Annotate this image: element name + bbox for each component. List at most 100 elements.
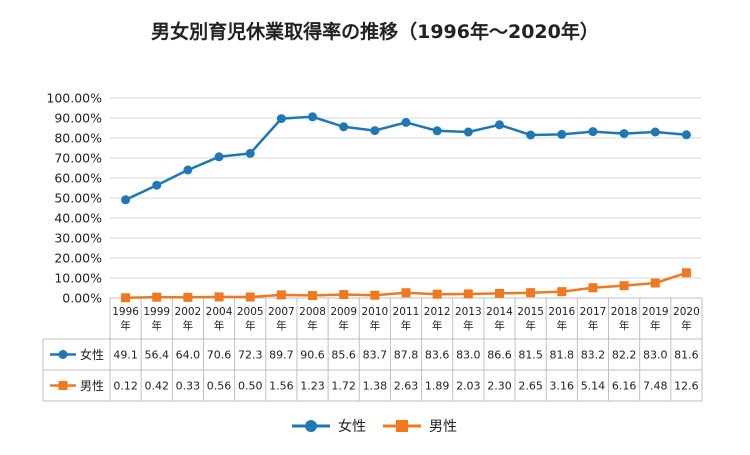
data-point — [588, 283, 598, 293]
x-tick-label: 2007 年 — [268, 306, 295, 332]
table-cell: 83.6 — [425, 349, 450, 362]
data-point — [650, 127, 660, 137]
table-cell: 6.16 — [612, 380, 637, 393]
data-point — [308, 291, 318, 301]
x-tick-label: 2008 年 — [299, 306, 326, 332]
table-cell: 1.38 — [363, 380, 388, 393]
data-point — [214, 292, 224, 302]
x-tick-label: 1999 年 — [143, 306, 170, 332]
table-cell: 3.16 — [550, 380, 575, 393]
table-cell: 1.72 — [331, 380, 356, 393]
table-cell: 81.5 — [518, 349, 543, 362]
data-point — [557, 287, 567, 297]
table-cell: 1.23 — [300, 380, 325, 393]
legend-marker — [305, 420, 317, 432]
x-tick-label: 1996 年 — [112, 306, 139, 332]
data-point — [526, 130, 536, 140]
data-point — [245, 148, 255, 158]
data-point — [681, 130, 691, 140]
table-cell: 81.6 — [674, 349, 699, 362]
table-row-label: 女性 — [80, 347, 104, 362]
table-cell: 1.56 — [269, 380, 294, 393]
legend: 女性 男性 — [292, 418, 457, 435]
x-tick-label: 2009 年 — [330, 306, 357, 332]
table-cell: 81.8 — [550, 349, 575, 362]
data-point — [308, 112, 318, 122]
table-cell: 2.03 — [456, 380, 481, 393]
table-cell: 1.89 — [425, 380, 450, 393]
table-cell: 64.0 — [176, 349, 201, 362]
table-cell: 2.30 — [487, 380, 512, 393]
y-tick-label: 70.00% — [54, 151, 102, 166]
table-cell: 0.12 — [113, 380, 138, 393]
data-point — [183, 165, 193, 175]
grid — [110, 97, 702, 299]
x-tick-label: 2011 年 — [393, 306, 420, 332]
y-tick-label: 0.00% — [62, 291, 102, 306]
table-cell: 5.14 — [581, 380, 606, 393]
data-point — [619, 129, 629, 139]
series-lines — [121, 112, 691, 303]
data-point — [681, 268, 691, 278]
data-point — [619, 281, 629, 291]
table-cell: 82.2 — [612, 349, 637, 362]
table-cell: 83.0 — [643, 349, 668, 362]
data-point — [214, 152, 224, 162]
table-cell: 7.48 — [643, 380, 668, 393]
y-tick-label: 20.00% — [54, 251, 102, 266]
table-cell: 72.3 — [238, 349, 263, 362]
legend-label: 男性 — [429, 419, 457, 435]
x-tick-label: 2015 年 — [517, 306, 544, 332]
data-point — [401, 288, 411, 298]
y-axis: 0.00% 10.00% 20.00% 30.00% 40.00% 50.00% 60.00… — [46, 91, 102, 306]
y-tick-label: 100.00% — [46, 91, 102, 106]
table-cell: 56.4 — [144, 349, 169, 362]
x-tick-label: 2018 年 — [611, 306, 638, 332]
y-tick-label: 40.00% — [54, 211, 102, 226]
data-point — [401, 117, 411, 127]
table-cell: 83.0 — [456, 349, 481, 362]
data-point — [588, 127, 598, 137]
data-point — [557, 129, 567, 139]
x-tick-label: 2017 年 — [580, 306, 607, 332]
data-point — [339, 122, 349, 132]
data-point — [276, 290, 286, 300]
x-tick-label: 2013 年 — [455, 306, 482, 332]
y-tick-label: 80.00% — [54, 131, 102, 146]
data-point — [650, 278, 660, 288]
data-point — [245, 292, 255, 302]
table-cell: 49.1 — [113, 349, 138, 362]
x-tick-label: 2010 年 — [361, 306, 388, 332]
y-tick-label: 10.00% — [54, 271, 102, 286]
data-point — [370, 290, 380, 300]
table-cell: 0.50 — [238, 380, 263, 393]
chart-title: 男女別育児休業取得率の推移（1996年～2020年） — [151, 20, 599, 43]
data-point — [276, 114, 286, 124]
data-point — [526, 288, 536, 298]
y-tick-label: 90.00% — [54, 111, 102, 126]
y-tick-label: 30.00% — [54, 231, 102, 246]
legend-label: 女性 — [338, 418, 366, 435]
table-cell: 0.42 — [144, 380, 169, 393]
x-tick-label: 2002 年 — [175, 306, 202, 332]
data-point — [152, 180, 162, 190]
table-cell: 85.6 — [331, 349, 356, 362]
data-point — [463, 127, 473, 137]
legend-marker — [396, 420, 408, 432]
x-tick-label: 2005 年 — [237, 306, 264, 332]
y-tick-label: 60.00% — [54, 171, 102, 186]
table-cell: 2.63 — [394, 380, 419, 393]
table-key-marker — [58, 381, 68, 390]
x-tick-label: 2004 年 — [206, 306, 233, 332]
table-cell: 89.7 — [269, 349, 294, 362]
x-tick-label: 2019 年 — [642, 306, 669, 332]
data-point — [183, 292, 193, 302]
table-cell: 90.6 — [300, 349, 325, 362]
x-tick-label: 2014 年 — [486, 306, 513, 332]
table-row-label: 男性 — [80, 379, 104, 393]
data-point — [370, 126, 380, 136]
table-cell: 0.33 — [176, 380, 201, 393]
data-point — [494, 288, 504, 298]
